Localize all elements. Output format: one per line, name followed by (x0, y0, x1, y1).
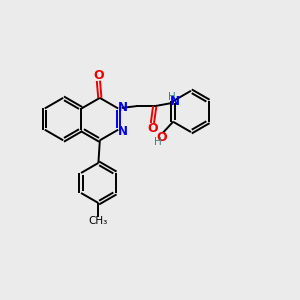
Text: N: N (118, 100, 128, 113)
Text: N: N (169, 95, 179, 108)
Text: H: H (154, 137, 162, 147)
Text: N: N (118, 125, 128, 138)
Text: CH₃: CH₃ (89, 216, 108, 226)
Text: H: H (168, 92, 176, 102)
Text: O: O (93, 69, 104, 82)
Text: O: O (147, 122, 158, 135)
Text: O: O (157, 130, 167, 143)
